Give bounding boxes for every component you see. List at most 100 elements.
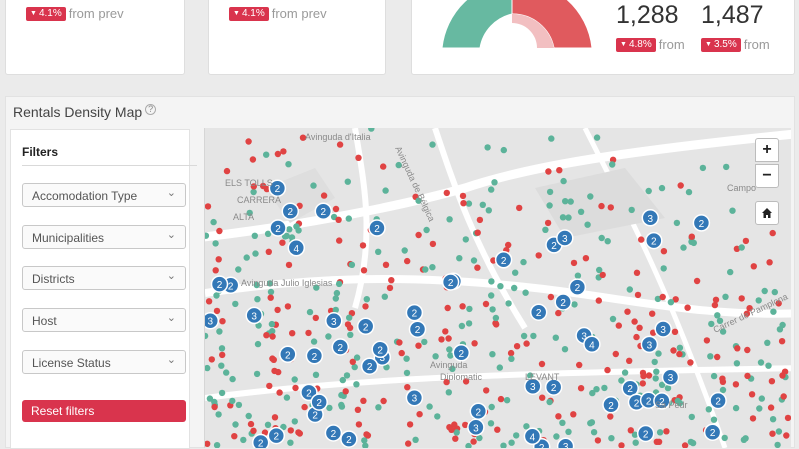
home-icon[interactable] <box>755 201 779 225</box>
rental-marker[interactable] <box>445 335 452 342</box>
rental-marker[interactable] <box>229 397 236 405</box>
rental-marker[interactable] <box>765 362 772 369</box>
cluster-marker[interactable]: 3 <box>556 229 574 247</box>
rental-marker[interactable] <box>212 240 219 247</box>
rental-marker[interactable] <box>223 167 231 175</box>
rental-marker[interactable] <box>211 398 218 406</box>
rental-marker[interactable] <box>254 296 261 303</box>
rental-marker[interactable] <box>333 289 341 297</box>
rental-marker[interactable] <box>631 318 638 325</box>
question-circle-icon[interactable]: ? <box>145 104 157 115</box>
rental-marker[interactable] <box>284 303 292 310</box>
rental-marker[interactable] <box>500 146 507 154</box>
municipalities-select[interactable]: Municipalities ⌄ <box>22 225 186 249</box>
rental-marker[interactable] <box>710 372 718 380</box>
rental-marker[interactable] <box>354 406 362 413</box>
rental-marker[interactable] <box>380 397 387 405</box>
rental-marker[interactable] <box>489 351 496 358</box>
density-map[interactable]: 2222223223324222332222223223324222332222… <box>204 128 791 448</box>
rental-marker[interactable] <box>593 134 601 141</box>
rental-marker[interactable] <box>429 264 436 271</box>
cluster-marker[interactable]: 2 <box>494 251 513 269</box>
rental-marker[interactable] <box>218 389 226 397</box>
rental-marker[interactable] <box>287 439 294 446</box>
cluster-marker[interactable]: 2 <box>469 402 488 421</box>
accomodation-type-select[interactable]: Accomodation Type ⌄ <box>22 183 186 207</box>
rental-marker[interactable] <box>476 434 483 442</box>
rental-marker[interactable] <box>211 403 218 411</box>
rental-marker[interactable] <box>274 306 281 314</box>
rental-marker[interactable] <box>462 378 470 385</box>
rental-marker[interactable] <box>687 438 695 446</box>
rental-marker[interactable] <box>345 215 352 222</box>
rental-marker[interactable] <box>381 293 388 300</box>
rental-marker[interactable] <box>626 357 633 364</box>
rental-marker[interactable] <box>446 216 453 223</box>
rental-marker[interactable] <box>744 372 751 380</box>
rental-marker[interactable] <box>520 258 527 266</box>
rental-marker[interactable] <box>232 421 239 428</box>
rental-marker[interactable] <box>530 332 537 340</box>
rental-marker[interactable] <box>351 363 358 371</box>
rental-marker[interactable] <box>276 389 283 396</box>
rental-marker[interactable] <box>488 186 495 193</box>
rental-marker[interactable] <box>757 359 765 366</box>
rental-marker[interactable] <box>767 404 775 411</box>
rental-marker[interactable] <box>676 399 684 407</box>
rental-marker[interactable] <box>380 163 387 170</box>
rental-marker[interactable] <box>727 268 734 276</box>
rental-marker[interactable] <box>460 200 467 207</box>
rental-marker[interactable] <box>364 432 372 439</box>
rental-marker[interactable] <box>721 434 728 442</box>
rental-marker[interactable] <box>636 324 643 331</box>
rental-marker[interactable] <box>462 421 469 429</box>
rental-marker[interactable] <box>216 227 223 235</box>
rental-marker[interactable] <box>444 304 451 312</box>
rental-marker[interactable] <box>271 414 279 421</box>
rental-marker[interactable] <box>655 350 662 357</box>
rental-marker[interactable] <box>219 351 226 359</box>
cluster-marker[interactable]: 2 <box>441 273 460 291</box>
rental-marker[interactable] <box>535 252 542 259</box>
rental-marker[interactable] <box>770 308 777 315</box>
cluster-marker[interactable]: 2 <box>621 379 639 397</box>
rental-marker[interactable] <box>332 205 340 213</box>
rental-marker[interactable] <box>289 330 296 337</box>
rental-marker[interactable] <box>711 301 719 309</box>
rental-marker[interactable] <box>553 433 560 440</box>
rental-marker[interactable] <box>274 150 282 158</box>
rental-marker[interactable] <box>388 277 395 284</box>
license-status-select[interactable]: License Status ⌄ <box>22 350 186 374</box>
rental-marker[interactable] <box>360 397 367 404</box>
rental-marker[interactable] <box>223 369 230 376</box>
rental-marker[interactable] <box>503 397 511 404</box>
rental-marker[interactable] <box>359 242 367 249</box>
rental-marker[interactable] <box>266 280 274 287</box>
rental-marker[interactable] <box>627 427 634 434</box>
rental-marker[interactable] <box>688 413 695 421</box>
rental-marker[interactable] <box>283 394 291 401</box>
rental-marker[interactable] <box>719 386 727 394</box>
rental-marker[interactable] <box>688 233 695 240</box>
rental-marker[interactable] <box>295 227 302 234</box>
rental-marker[interactable] <box>577 385 585 392</box>
rental-marker[interactable] <box>491 179 498 186</box>
rental-marker[interactable] <box>660 265 667 272</box>
rental-marker[interactable] <box>487 420 495 427</box>
rental-marker[interactable] <box>254 340 262 348</box>
cluster-marker[interactable]: 2 <box>529 303 548 321</box>
rental-marker[interactable] <box>401 247 408 254</box>
rental-marker[interactable] <box>574 272 582 279</box>
rental-marker[interactable] <box>492 314 500 322</box>
rental-marker[interactable] <box>470 257 478 264</box>
rental-marker[interactable] <box>280 148 287 155</box>
rental-marker[interactable] <box>395 161 402 169</box>
rental-marker[interactable] <box>766 259 773 266</box>
rental-marker[interactable] <box>348 261 356 268</box>
rental-marker[interactable] <box>546 202 553 209</box>
rental-marker[interactable] <box>783 432 790 439</box>
cluster-marker[interactable]: 3 <box>467 418 485 437</box>
rental-marker[interactable] <box>451 421 458 428</box>
rental-marker[interactable] <box>219 318 226 325</box>
rental-marker[interactable] <box>245 412 252 420</box>
